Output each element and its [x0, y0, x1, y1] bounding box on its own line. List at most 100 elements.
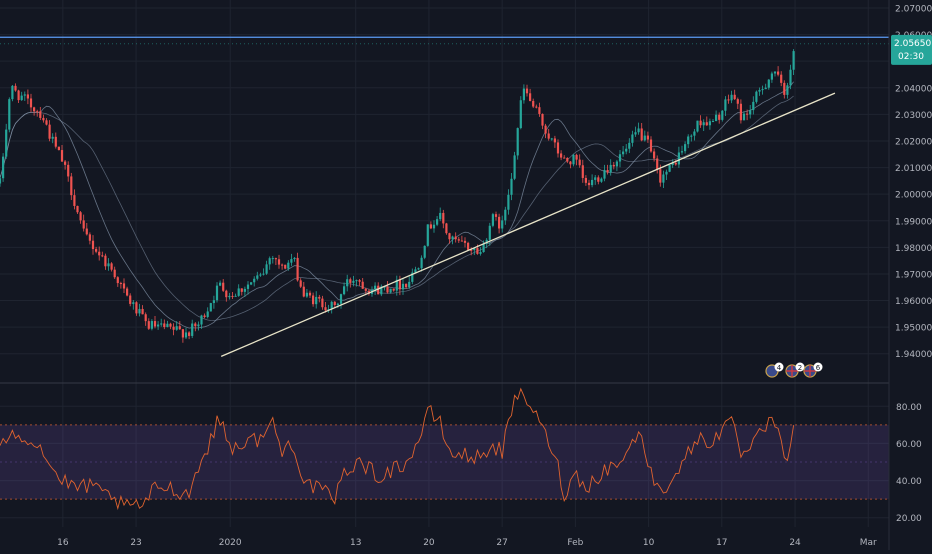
candle-body [389, 288, 392, 293]
candle-body [48, 124, 51, 139]
candle-body [336, 303, 339, 305]
rsi-series[interactable] [0, 387, 795, 511]
candle-body [463, 240, 467, 243]
candle-body [792, 51, 795, 70]
candle-body [14, 85, 17, 91]
candle-body [262, 273, 265, 275]
candle-body [739, 103, 742, 121]
price-tick-label: 1.95000 [895, 324, 932, 334]
candle-body [299, 280, 302, 287]
candlestick-series[interactable] [0, 49, 795, 343]
candle-body [259, 274, 262, 276]
candle-body [172, 326, 175, 330]
drawn-lines[interactable] [0, 36, 889, 358]
candle-body [764, 87, 767, 90]
price-tick-label: 2.03000 [895, 111, 932, 121]
candle-body [755, 91, 758, 102]
candle-body [26, 94, 29, 99]
candle-body [584, 177, 587, 183]
candle-body [482, 243, 485, 253]
candle-body [200, 315, 203, 325]
candle-body [271, 258, 274, 260]
candle-body [321, 298, 324, 308]
candle-body [485, 239, 488, 244]
candle-body [222, 282, 225, 291]
candle-body [600, 178, 603, 182]
candle-body [451, 236, 454, 240]
candle-body [281, 264, 284, 266]
candle-body [42, 117, 45, 121]
candle-body [240, 288, 243, 292]
candle-body [346, 279, 349, 287]
candle-body [73, 195, 76, 206]
candle-body [237, 288, 240, 296]
candle-body [132, 302, 135, 304]
candle-body [64, 161, 67, 165]
candle-body [302, 286, 305, 297]
candle-body [777, 71, 780, 75]
candle-body [181, 329, 184, 338]
candle-body [265, 264, 268, 274]
time-tick-label: 2020 [219, 538, 242, 548]
event-badge-au[interactable]: 4 [765, 362, 784, 378]
candle-body [594, 177, 597, 180]
candle-body [330, 301, 333, 310]
candle-body [79, 212, 82, 221]
candle-body [70, 176, 73, 196]
candle-body [5, 129, 8, 157]
candle-body [60, 150, 64, 162]
candle-body [432, 224, 436, 229]
candle-body [556, 142, 560, 154]
price-tick-label: 2.07000 [895, 4, 932, 14]
candle-body [339, 294, 343, 304]
candle-body [343, 286, 346, 295]
time-tick-label: Feb [567, 538, 583, 548]
candle-body [101, 255, 104, 257]
ascending-trend-line[interactable] [220, 92, 836, 358]
rsi-line [0, 387, 795, 511]
candle-body [197, 324, 200, 327]
candle-body [29, 98, 33, 108]
candle-body [519, 100, 522, 129]
candle-body [284, 264, 287, 269]
candle-body [780, 74, 783, 83]
candle-body [253, 278, 256, 283]
candle-body [501, 220, 504, 229]
candle-body [157, 324, 160, 327]
event-badge-uk-2[interactable]: 6 [803, 362, 823, 378]
candle-body [625, 148, 628, 152]
candle-body [736, 99, 739, 104]
candle-body [699, 120, 702, 126]
candle-body [560, 153, 563, 158]
candle-body [581, 165, 584, 178]
time-tick-label: Mar [860, 538, 877, 548]
rsi-grid [0, 405, 889, 519]
candle-body [414, 269, 417, 273]
candle-body [609, 164, 612, 173]
candle-body [8, 99, 11, 130]
candle-body [315, 296, 318, 305]
candle-body [507, 194, 510, 210]
event-badges[interactable]: 4 2 6 [765, 362, 823, 378]
time-axis[interactable]: 16232020132027Feb101724Mar9 [57, 538, 932, 548]
candle-body [364, 288, 367, 291]
candle-body [646, 135, 649, 140]
candle-body [727, 99, 730, 101]
candle-body [566, 157, 569, 162]
candle-body [618, 154, 622, 162]
candle-body [206, 311, 209, 317]
candle-body [398, 279, 401, 290]
candle-body [615, 161, 618, 167]
candle-body [76, 205, 79, 213]
candle-body [135, 302, 138, 314]
rsi-axis[interactable]: 20.00 40.00 60.00 80.00 [896, 403, 922, 524]
price-tick-label: 2.02000 [895, 137, 932, 147]
event-badge-uk-1[interactable]: 2 [785, 362, 805, 378]
candle-body [212, 300, 215, 304]
rsi-tick-label: 60.00 [896, 440, 922, 450]
candle-body [634, 132, 637, 135]
candle-body [445, 223, 448, 234]
candle-body [423, 245, 426, 258]
